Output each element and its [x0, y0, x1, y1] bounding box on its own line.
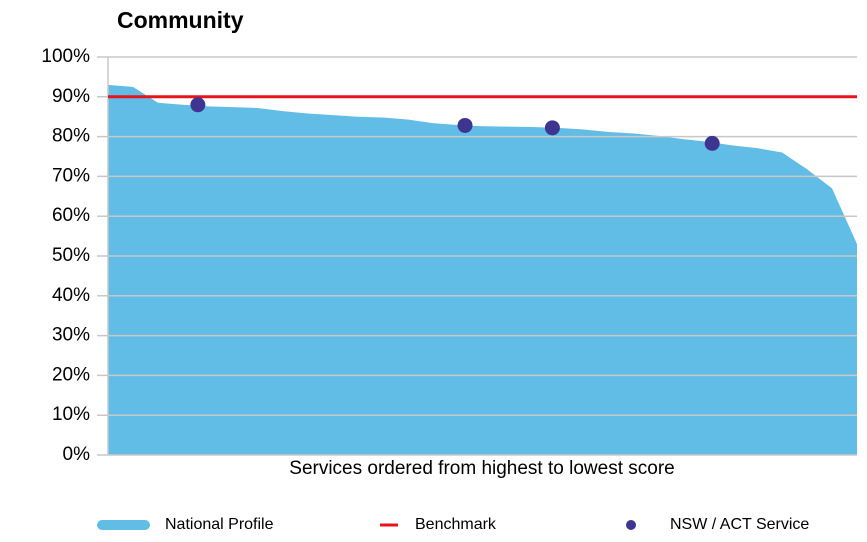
- legend-swatch: [97, 520, 150, 530]
- y-tick-label: 60%: [52, 205, 90, 226]
- y-tick-label: 100%: [41, 46, 90, 67]
- legend-label: National Profile: [165, 516, 274, 533]
- service-dot: [704, 135, 720, 151]
- y-tick-label: 70%: [52, 165, 90, 186]
- y-tick-label: 80%: [52, 126, 90, 147]
- y-tick-label: 10%: [52, 404, 90, 425]
- legend-swatch: [626, 520, 636, 530]
- chart-title: Community: [117, 7, 244, 33]
- service-dot: [190, 97, 206, 113]
- y-tick-label: 30%: [52, 325, 90, 346]
- y-tick-label: 40%: [52, 285, 90, 306]
- service-dot: [457, 117, 473, 133]
- service-dot: [544, 120, 560, 136]
- legend-label: Benchmark: [415, 516, 497, 533]
- y-tick-label: 90%: [52, 86, 90, 107]
- y-tick-label: 0%: [63, 444, 91, 465]
- area: [108, 84, 857, 456]
- legend-label: NSW / ACT Service: [670, 516, 809, 533]
- x-axis-label: Services ordered from highest to lowest …: [289, 458, 674, 479]
- y-tick-label: 50%: [52, 245, 90, 266]
- y-tick-label: 20%: [52, 364, 90, 385]
